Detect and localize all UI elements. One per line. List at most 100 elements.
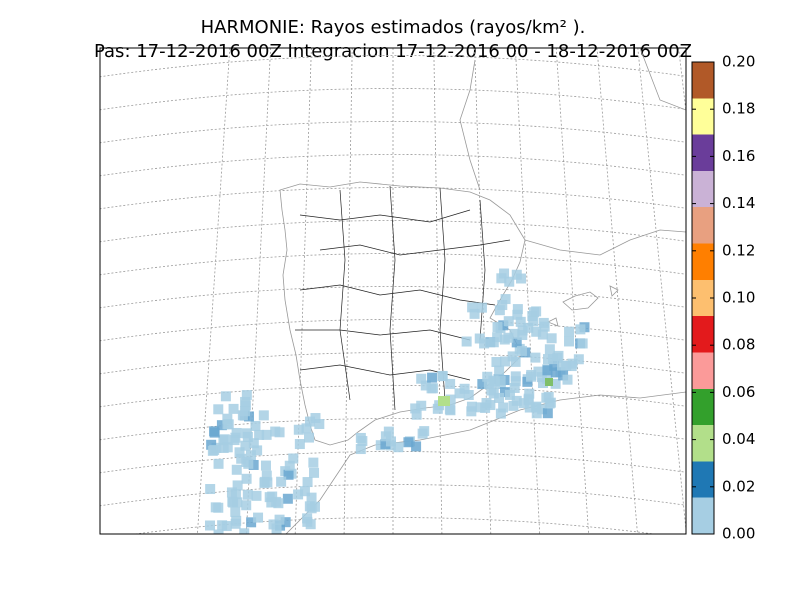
- parallel: [100, 385, 686, 408]
- cell: [222, 442, 233, 453]
- cell: [380, 431, 391, 442]
- parallel: [100, 352, 686, 375]
- cell: [432, 403, 443, 414]
- cell: [564, 326, 575, 337]
- cell: [237, 410, 248, 421]
- cell: [438, 396, 450, 406]
- cell: [244, 411, 255, 422]
- cell: [522, 376, 533, 387]
- meridian: [555, 48, 590, 534]
- cell: [206, 439, 217, 450]
- cell: [575, 324, 586, 335]
- cell: [242, 431, 253, 442]
- cell: [304, 432, 315, 443]
- parallel: [100, 121, 686, 144]
- cell: [531, 408, 542, 419]
- cell: [531, 326, 542, 337]
- cell: [218, 435, 229, 446]
- colorbar-ticks: 0.00 0.02 0.04 0.06 0.08 0.10 0.12 0.14 0.16 0.18…: [692, 53, 755, 543]
- cell: [230, 489, 241, 500]
- cell: [504, 389, 515, 400]
- cell: [467, 302, 478, 313]
- cell: [509, 382, 520, 393]
- cell: [496, 273, 507, 284]
- cell: [205, 520, 216, 531]
- cell: [301, 423, 312, 434]
- colorbar-tick-label: 0.18: [722, 100, 755, 118]
- cell: [293, 489, 304, 500]
- cell: [403, 437, 414, 448]
- cell: [512, 309, 523, 320]
- coastline: [279, 181, 526, 446]
- france-coast: [459, 48, 686, 256]
- colorbar-tick-label: 0.00: [722, 525, 755, 543]
- cell: [310, 413, 321, 424]
- cell: [306, 492, 317, 503]
- cell: [355, 432, 366, 443]
- cell: [515, 316, 526, 327]
- cell: [230, 506, 241, 517]
- parallel: [60, 0, 730, 17]
- colorbar-tick-label: 0.16: [722, 147, 755, 165]
- cell: [507, 351, 518, 362]
- parallel: [100, 319, 686, 342]
- cell: [541, 392, 552, 403]
- cell: [508, 400, 519, 411]
- plot-frame: [99, 47, 687, 535]
- parallel: [100, 55, 686, 78]
- cell: [305, 519, 316, 530]
- cell: [231, 515, 242, 526]
- cell: [213, 529, 224, 534]
- cell: [209, 444, 220, 455]
- cell: [246, 517, 257, 528]
- cell: [488, 337, 499, 348]
- cell: [445, 378, 456, 389]
- cell: [550, 367, 561, 378]
- cell: [485, 400, 496, 411]
- cell: [523, 322, 534, 333]
- cell: [234, 447, 245, 458]
- cell: [437, 370, 448, 381]
- cell: [216, 420, 227, 431]
- cell: [261, 429, 272, 440]
- cell: [476, 302, 487, 313]
- cell: [542, 365, 553, 376]
- parallel: [100, 88, 686, 111]
- cell: [243, 458, 254, 469]
- cell: [232, 497, 243, 508]
- meridian: [196, 48, 231, 534]
- cell: [495, 408, 506, 419]
- cell: [543, 354, 554, 365]
- cell: [524, 388, 535, 399]
- cell: [511, 337, 522, 348]
- cell: [284, 460, 295, 471]
- cell: [573, 354, 584, 365]
- cell: [510, 356, 521, 367]
- cell: [445, 405, 456, 416]
- colorbar-tick-label: 0.14: [722, 194, 755, 212]
- parallel: [132, 517, 658, 534]
- parallel: [100, 253, 686, 276]
- cell: [466, 406, 477, 417]
- cell: [500, 294, 511, 305]
- parallel: [100, 154, 686, 177]
- parallel: [100, 220, 686, 243]
- cell: [483, 378, 494, 389]
- parallel: [100, 451, 686, 474]
- cell: [536, 372, 547, 383]
- colorbar-tick-label: 0.04: [722, 430, 755, 448]
- cell: [302, 513, 313, 524]
- cell: [537, 404, 548, 415]
- meridian: [596, 48, 638, 534]
- cell: [463, 389, 474, 400]
- cell: [533, 366, 544, 377]
- cell: [537, 329, 548, 340]
- cell: [494, 392, 505, 403]
- cell: [222, 419, 233, 430]
- cell: [516, 345, 527, 356]
- cell: [498, 320, 509, 331]
- lightning-cells: [205, 268, 590, 534]
- cell: [516, 273, 527, 284]
